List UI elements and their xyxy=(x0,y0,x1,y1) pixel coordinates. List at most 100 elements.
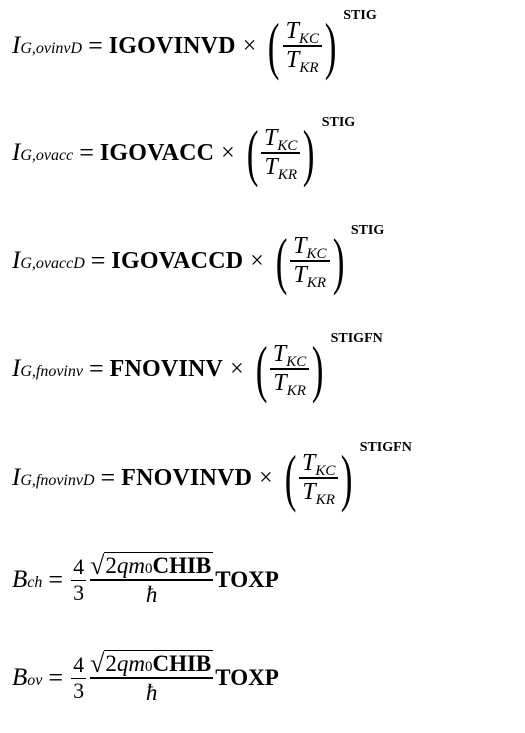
equals-sign: = xyxy=(90,246,106,275)
denominator: TKR xyxy=(302,478,335,508)
temperature-ratio: ( TKC TKR ) xyxy=(271,229,349,293)
coefficient-fraction: 4 3 xyxy=(71,554,87,605)
sqrt-sign: √ xyxy=(90,649,105,679)
lhs-variable: I xyxy=(12,464,21,491)
lhs-variable: I xyxy=(12,247,21,274)
right-paren: ) xyxy=(341,442,353,513)
exponent: STIGFN xyxy=(359,440,412,455)
sqrt-radicand: 2 q m 0 CHIB xyxy=(104,650,214,676)
fraction-bar xyxy=(290,260,330,262)
numerator: TKC xyxy=(293,232,327,262)
denominator: TKR xyxy=(273,369,306,399)
lhs-variable: I xyxy=(12,139,21,166)
equals-sign: = xyxy=(88,31,103,60)
fraction: TKC TKR xyxy=(269,340,310,399)
lhs-variable: B xyxy=(12,566,28,594)
sqrt-sign: √ xyxy=(90,551,105,581)
fraction-bar xyxy=(71,579,87,581)
denominator: TKR xyxy=(264,153,297,183)
coefficient-denominator: 3 xyxy=(73,677,85,703)
fraction-bar xyxy=(90,579,214,581)
left-paren: ( xyxy=(275,225,288,296)
numerator: √ 2 q m 0 CHIB xyxy=(90,649,214,679)
numerator: TKC xyxy=(285,17,319,47)
lhs: I G,fnovinvD xyxy=(12,464,95,491)
numerator: TKC xyxy=(272,340,307,370)
lhs: I G,ovaccD xyxy=(12,247,85,274)
sqrt-radicand: 2 q m 0 CHIB xyxy=(104,552,214,578)
fraction-bar xyxy=(261,152,301,154)
temperature-ratio: ( TKC TKR ) xyxy=(242,121,320,185)
left-paren: ( xyxy=(284,442,297,513)
equation-igovinvd: I G,ovinvD = IGOVINVD × ( TKC TKR ) STIG xyxy=(12,8,377,78)
right-paren: ) xyxy=(324,10,337,81)
temperature-ratio: ( TKC TKR ) xyxy=(263,14,341,78)
lhs: I G,ovacc xyxy=(12,139,74,166)
right-paren: ) xyxy=(332,225,345,296)
right-paren: ) xyxy=(312,333,324,404)
denominator: TKR xyxy=(286,46,319,76)
exponent: STIG xyxy=(350,223,385,238)
equation-igovaccd: I G,ovaccD = IGOVACCD × ( TKC TKR ) STIG xyxy=(12,223,384,293)
coefficient-fraction: 4 3 xyxy=(71,652,87,703)
equals-sign: = xyxy=(48,565,64,595)
fraction-bar xyxy=(299,477,339,479)
times-sign: × xyxy=(259,464,273,491)
main-fraction: √ 2 q m 0 CHIB ħ xyxy=(90,551,214,608)
hbar: ħ xyxy=(145,679,158,705)
denominator: TKR xyxy=(293,261,327,291)
fraction-bar xyxy=(269,368,310,370)
times-sign: × xyxy=(250,247,264,274)
equals-sign: = xyxy=(48,663,64,693)
numerator: TKC xyxy=(302,449,336,479)
fraction: TKC TKR xyxy=(282,17,322,76)
main-fraction: √ 2 q m 0 CHIB ħ xyxy=(90,649,214,706)
lhs-variable: I xyxy=(12,32,21,59)
trailing-parameter: TOXP xyxy=(215,567,279,593)
fraction: TKC TKR xyxy=(261,124,301,183)
numerator: √ 2 q m 0 CHIB xyxy=(90,551,214,581)
lhs-variable: I xyxy=(12,355,21,382)
times-sign: × xyxy=(221,139,235,166)
fraction: TKC TKR xyxy=(299,449,339,508)
times-sign: × xyxy=(230,355,244,382)
equation-fnovinv: I G,fnovinv = FNOVINV × ( TKC TKR ) STIGF… xyxy=(12,331,383,401)
fraction-bar xyxy=(90,677,214,679)
trailing-parameter: TOXP xyxy=(215,665,279,691)
equals-sign: = xyxy=(88,354,104,383)
equation-fnovinvd: I G,fnovinvD = FNOVINVD × ( TKC TKR ) STI… xyxy=(12,440,412,510)
parameter-name: IGOVACC xyxy=(99,139,215,166)
lhs: I G,ovinvD xyxy=(12,32,83,59)
parameter-name: FNOVINVD xyxy=(121,464,253,491)
parameter-name: FNOVINV xyxy=(109,355,224,382)
coefficient-numerator: 4 xyxy=(73,554,85,580)
equation-igovacc: I G,ovacc = IGOVACC × ( TKC TKR ) STIG xyxy=(12,115,355,185)
exponent: STIG xyxy=(343,8,377,23)
exponent: STIGFN xyxy=(330,331,383,346)
coefficient-numerator: 4 xyxy=(73,652,85,678)
left-paren: ( xyxy=(268,10,280,81)
equals-sign: = xyxy=(79,138,94,167)
numerator: TKC xyxy=(264,124,298,154)
coefficient-denominator: 3 xyxy=(73,579,85,605)
right-paren: ) xyxy=(303,117,315,188)
hbar: ħ xyxy=(145,581,158,607)
temperature-ratio: ( TKC TKR ) xyxy=(251,337,329,401)
lhs: I G,fnovinv xyxy=(12,355,83,382)
left-paren: ( xyxy=(246,117,259,188)
left-paren: ( xyxy=(255,333,268,404)
times-sign: × xyxy=(242,32,257,59)
fraction-bar xyxy=(282,45,322,47)
parameter-name: IGOVACCD xyxy=(111,247,244,274)
temperature-ratio: ( TKC TKR ) xyxy=(280,446,358,510)
equals-sign: = xyxy=(100,463,116,492)
exponent: STIG xyxy=(321,115,356,130)
fraction-bar xyxy=(71,677,87,679)
lhs-variable: B xyxy=(12,664,28,692)
parameter-name: IGOVINVD xyxy=(108,32,236,59)
fraction: TKC TKR xyxy=(290,232,330,291)
